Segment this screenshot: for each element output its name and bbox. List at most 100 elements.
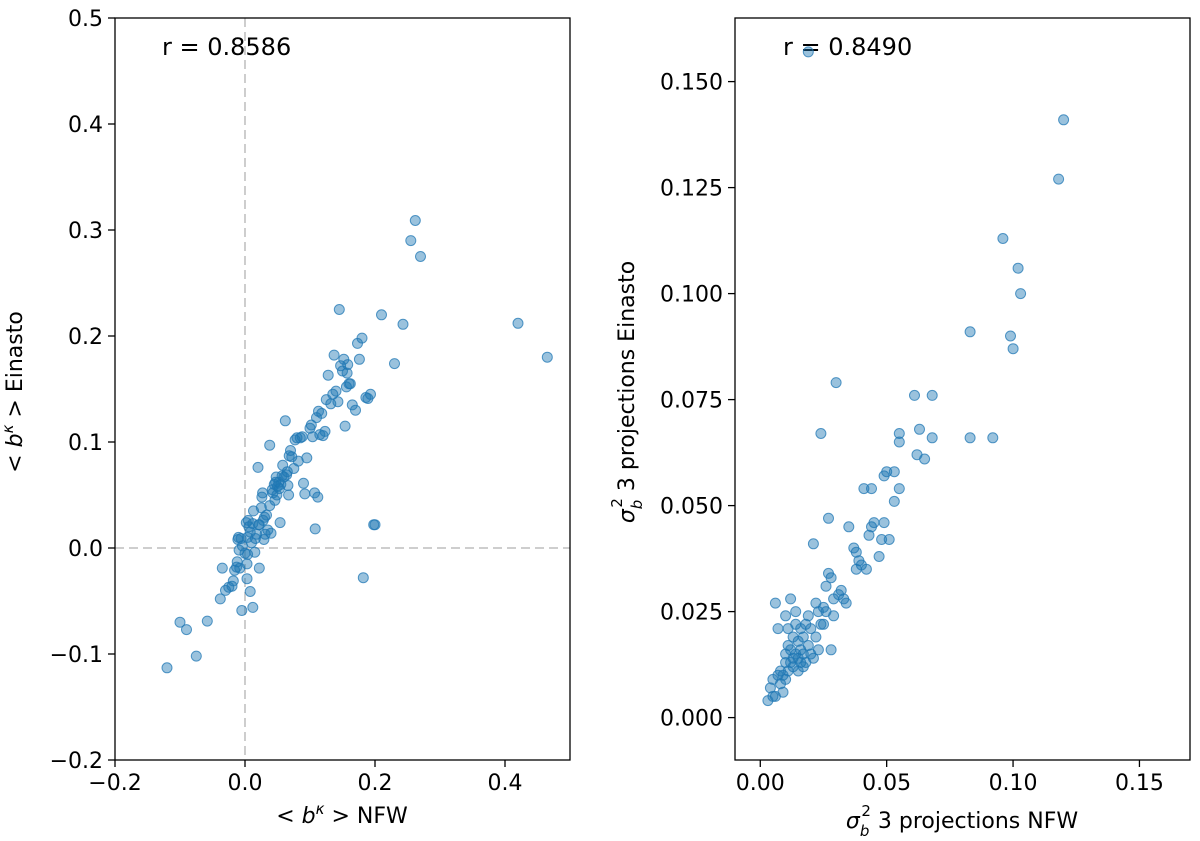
left-data-point [253,519,265,531]
left-data-point [389,358,400,370]
left-data-point [227,575,239,587]
left-y-tick-label: 0.4 [68,113,103,138]
right-data-point [876,534,888,545]
right-data-point [909,389,920,401]
left-x-tick-label: 0.4 [488,771,523,796]
right-data-point [863,529,875,541]
left-data-point [369,519,381,531]
right-data-point [825,644,837,656]
left-data-point [214,593,226,605]
left-data-point [261,509,272,521]
left-data-point [415,251,426,262]
right-data-point [815,428,827,439]
right-data-point [914,423,925,435]
right-data-point [815,618,827,630]
right-data-point [893,436,905,448]
left-data-point [174,616,186,628]
left-x-tick-label: 0.2 [358,771,393,796]
left-data-point [365,388,376,400]
left-data-point [249,533,261,544]
right-x-axis-label: σb2 3 projections NFW [846,802,1078,840]
right-y-tick-label: 0.125 [660,177,723,202]
left-y-axis-label: < bκ > Einasto [0,311,28,473]
right-data-point [812,644,824,656]
right-data-point [823,512,834,524]
right-data-point [888,495,900,507]
right-data-point [802,640,814,651]
left-data-point [201,615,213,627]
left-y-tick-label: −0.2 [50,749,103,774]
right-x-tick-label: 0.05 [862,771,911,796]
right-data-point [888,466,900,478]
right-data-point [790,606,802,618]
right-data-point [780,673,792,685]
right-data-point [835,584,847,596]
right-data-point [926,432,938,444]
right-data-point [926,389,938,401]
right-y-tick-label: 0.050 [660,495,723,520]
right-data-point [767,690,779,702]
left-data-point [298,477,309,489]
right-x-tick-label: 0.15 [1115,771,1164,796]
right-y-tick-label: 0.000 [660,707,723,732]
left-data-point [246,537,257,549]
left-data-point [409,215,421,226]
left-data-point [236,605,248,616]
left-data-point [353,353,365,365]
left-data-point [216,562,228,574]
left-data-point [356,332,368,344]
left-data-point [244,586,256,597]
right-data-point [893,428,905,439]
right-data-point [828,610,840,622]
left-scatter-panel: r = 0.8586 < bκ > NFW < bκ > Einasto −0.… [0,7,571,829]
right-y-tick-label: 0.100 [660,283,723,308]
right-data-point [830,377,842,389]
right-x-tick-label: 0.00 [736,771,785,796]
right-data-point [858,483,870,495]
right-data-point [964,326,976,338]
right-data-point [840,597,852,609]
left-data-point [405,235,417,247]
right-data-point [802,46,814,58]
left-data-point [279,415,291,427]
right-data-point [797,631,809,643]
left-data-point [255,502,267,514]
left-data-point [341,367,353,379]
left-data-point [332,396,344,408]
right-y-tick-label: 0.025 [660,601,723,626]
right-data-point [810,631,822,643]
left-data-point [281,466,293,478]
right-y-axis-label: σb2 3 projections Einasto [608,261,646,523]
left-data-point [312,491,324,503]
right-data-point [1053,173,1065,185]
left-data-point [296,431,308,443]
right-data-point [777,686,789,698]
left-correlation-annotation: r = 0.8586 [162,33,291,61]
right-data-point [997,233,1009,244]
left-x-axis-label: < bκ > NFW [276,800,408,829]
left-data-point [271,489,283,501]
right-correlation-annotation: r = 0.8490 [783,33,912,61]
left-data-point [181,624,192,636]
right-data-point [769,597,781,609]
left-data-point [249,546,261,558]
right-scatter-panel: r = 0.8490 σb2 3 projections NFW σb2 3 p… [608,17,1191,840]
left-data-point [322,369,334,381]
right-data-point [780,610,792,622]
right-data-point [805,623,817,635]
left-data-point [328,349,340,361]
left-data-point [344,378,356,390]
left-data-point [309,523,321,535]
left-data-point [264,439,276,451]
right-data-point [764,682,776,694]
right-data-point [878,517,890,529]
left-data-point [253,562,265,574]
left-data-point [305,419,317,431]
right-data-point [772,623,784,635]
right-data-point [825,572,837,584]
left-y-tick-label: 0.2 [68,325,103,350]
left-data-point [350,404,361,416]
right-data-point [881,466,893,478]
right-data-point [919,453,931,465]
